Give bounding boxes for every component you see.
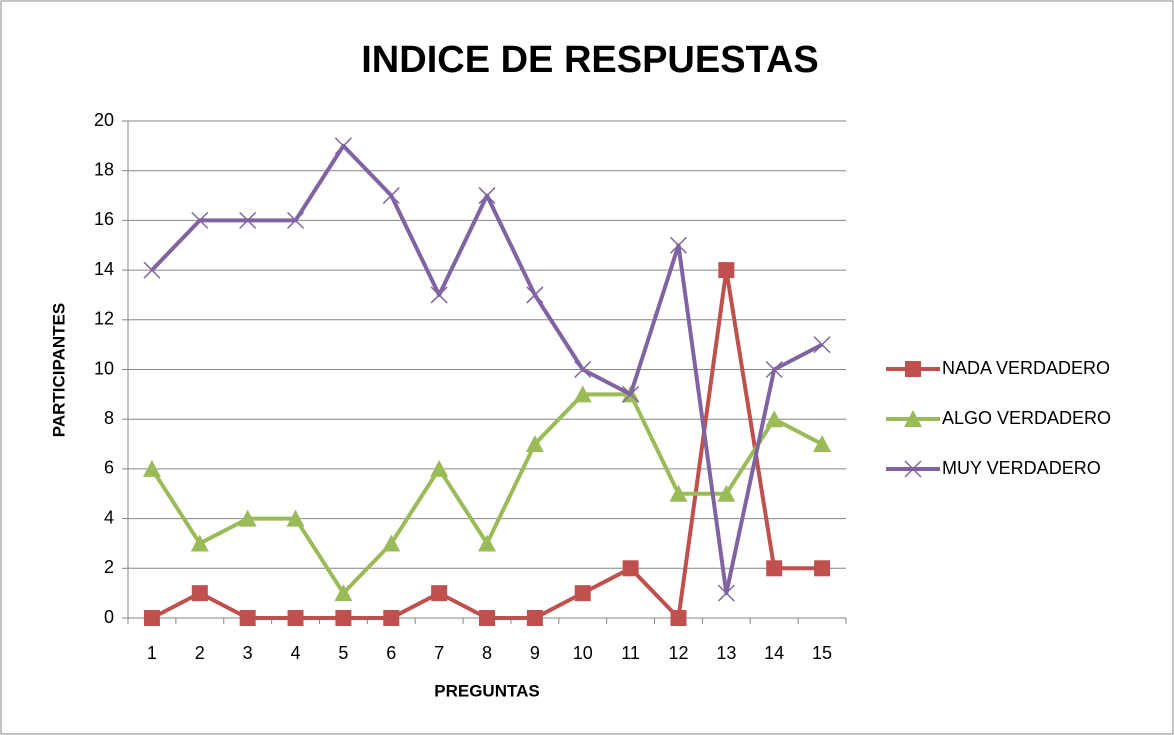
x-tick-label: 10: [573, 643, 593, 663]
marker: [478, 187, 496, 205]
marker: [766, 560, 783, 577]
marker: [574, 585, 591, 602]
marker: [287, 211, 305, 229]
y-tick-label: 18: [94, 159, 114, 179]
marker: [430, 286, 448, 304]
marker: [238, 509, 257, 527]
chart-title: INDICE DE RESPUESTAS: [361, 39, 818, 81]
marker: [335, 610, 352, 626]
marker: [191, 585, 208, 602]
x-tick-label: 5: [338, 643, 348, 663]
marker: [383, 610, 400, 626]
marker: [143, 610, 160, 626]
y-tick-label: 20: [94, 110, 114, 130]
marker: [574, 360, 592, 379]
marker: [334, 584, 353, 602]
x-tick-label: 1: [147, 643, 157, 663]
y-tick-label: 2: [104, 557, 114, 577]
marker: [431, 585, 448, 602]
marker: [670, 610, 687, 626]
marker: [478, 534, 496, 552]
marker: [191, 211, 209, 229]
marker: [239, 211, 257, 229]
marker: [573, 385, 592, 403]
marker: [622, 560, 639, 577]
legend-label: NADA VERDADERO: [942, 358, 1110, 378]
marker: [717, 584, 735, 602]
x-tick-label: 7: [434, 643, 444, 663]
marker: [525, 435, 544, 453]
marker: [430, 459, 449, 477]
marker: [143, 261, 161, 279]
y-tick-label: 12: [94, 309, 114, 329]
y-tick-label: 0: [104, 607, 114, 627]
marker: [669, 484, 688, 502]
marker: [765, 410, 784, 428]
marker: [526, 610, 543, 626]
marker: [142, 459, 161, 477]
legend-marker: [904, 410, 922, 427]
marker: [813, 435, 832, 453]
x-tick-label: 15: [812, 643, 832, 663]
marker: [479, 610, 495, 626]
legend-label: MUY VERDADERO: [942, 458, 1101, 478]
marker: [669, 236, 687, 254]
x-tick-label: 14: [764, 643, 784, 663]
marker: [813, 336, 831, 354]
x-tick-label: 13: [716, 643, 736, 663]
y-tick-label: 4: [104, 507, 114, 527]
y-tick-label: 10: [94, 358, 114, 378]
marker: [334, 137, 352, 155]
marker: [717, 484, 736, 502]
x-tick-label: 9: [530, 643, 540, 663]
x-tick-label: 12: [668, 643, 688, 663]
x-axis-label: PREGUNTAS: [434, 681, 539, 700]
legend-marker: [904, 460, 922, 478]
marker: [190, 534, 209, 552]
y-axis-label: PARTICIPANTES: [49, 303, 68, 437]
x-tick-label: 11: [621, 643, 640, 663]
y-tick-label: 6: [104, 458, 114, 478]
x-tick-label: 2: [195, 643, 205, 663]
marker: [526, 286, 544, 304]
legend-marker: [905, 361, 921, 377]
x-tick-label: 4: [291, 643, 301, 663]
marker: [286, 509, 305, 527]
legend-label: ALGO VERDADERO: [942, 408, 1111, 428]
x-tick-label: 8: [482, 643, 492, 663]
marker: [239, 610, 256, 626]
marker: [718, 262, 735, 279]
x-tick-label: 3: [243, 643, 253, 663]
x-tick-label: 6: [386, 643, 396, 663]
marker: [814, 560, 831, 577]
y-tick-label: 16: [94, 209, 114, 229]
marker: [382, 187, 400, 205]
marker: [287, 610, 304, 626]
marker: [382, 534, 401, 552]
y-tick-label: 14: [94, 259, 114, 279]
y-tick-label: 8: [104, 408, 114, 428]
marker: [622, 385, 640, 403]
marker: [765, 360, 783, 379]
